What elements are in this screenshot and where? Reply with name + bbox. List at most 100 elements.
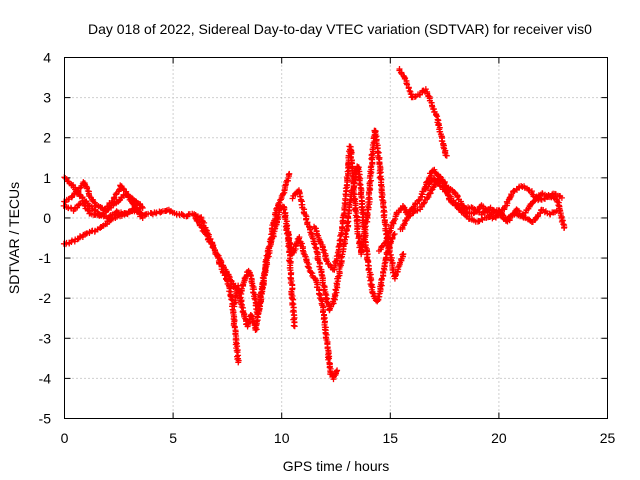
y-tick-label: -5: [39, 411, 52, 427]
data-point: [139, 204, 146, 211]
data-point: [422, 86, 429, 93]
data-point-fill: [232, 293, 239, 300]
data-point-fill: [386, 228, 393, 235]
y-tick-label: -2: [39, 290, 52, 306]
plot-frame: [64, 57, 608, 419]
series-sat-m: [396, 65, 450, 159]
data-point-fill: [314, 231, 321, 238]
data-point-fill: [77, 233, 84, 240]
y-tick-label: -3: [39, 330, 52, 346]
data-point-fill: [507, 193, 514, 200]
grid-lines: [64, 57, 608, 419]
data-point: [558, 194, 565, 201]
data-point-fill: [302, 253, 309, 260]
series-sat-a: [61, 174, 242, 366]
data-point-fill: [414, 207, 421, 214]
data-point-fill: [268, 231, 275, 238]
data-point-fill: [316, 263, 323, 270]
data-point-fill: [368, 177, 375, 184]
y-tick-label: 0: [43, 210, 51, 226]
data-point: [299, 247, 306, 254]
data-point-fill: [323, 257, 330, 264]
data-point-fill: [297, 193, 304, 200]
data-point-fill: [355, 235, 362, 242]
data-point: [391, 230, 398, 237]
data-point-fill: [405, 85, 412, 92]
data-point-fill: [237, 300, 244, 307]
data-point-fill: [494, 212, 501, 219]
data-point-fill: [218, 259, 225, 266]
data-point-fill: [325, 356, 332, 363]
data-point-fill: [406, 87, 413, 94]
series-sat-k: [397, 174, 568, 233]
data-point: [334, 367, 341, 374]
data-point-fill: [560, 221, 567, 228]
y-tick-label: 1: [43, 170, 51, 186]
data-point-fill: [228, 296, 235, 303]
data-point-fill: [296, 235, 303, 242]
data-point-fill: [280, 190, 287, 197]
data-point: [75, 188, 82, 195]
series-sat-d: [60, 190, 146, 219]
data-point-fill: [368, 151, 375, 158]
data-point: [443, 152, 450, 159]
y-tick-label: -4: [39, 370, 52, 386]
data-point-fill: [251, 295, 258, 302]
data-point-fill: [110, 201, 117, 208]
data-point-fill: [335, 273, 342, 280]
data-point: [411, 208, 418, 215]
axis-ticks: [64, 57, 608, 419]
y-tick-label: 2: [43, 130, 51, 146]
x-tick-label: 10: [274, 430, 290, 446]
x-tick-label: 0: [61, 430, 69, 446]
x-tick-label: 25: [600, 430, 616, 446]
y-tick-label: 3: [43, 90, 51, 106]
y-tick-label: -1: [39, 250, 52, 266]
data-point-fill: [138, 203, 145, 210]
data-point-fill: [415, 198, 422, 205]
data-point-fill: [209, 243, 216, 250]
chart-title: Day 018 of 2022, Sidereal Day-to-day VTE…: [88, 21, 592, 37]
data-point-fill: [411, 94, 418, 101]
data-point-fill: [358, 206, 365, 213]
y-tick-labels: -5 -4 -3 -2 -1 0 1 2 3 4: [39, 50, 52, 427]
data-point-fill: [451, 189, 458, 196]
data-point-fill: [238, 303, 245, 310]
data-point-fill: [537, 210, 544, 217]
data-point: [339, 223, 346, 230]
data-points: [60, 65, 568, 383]
data-point-fill: [68, 237, 75, 244]
data-point-fill: [490, 207, 497, 214]
data-point-fill: [273, 205, 280, 212]
data-point: [291, 323, 298, 330]
data-point-fill: [468, 204, 475, 211]
data-point-fill: [179, 211, 186, 218]
data-point: [286, 170, 293, 177]
y-tick-label: 4: [43, 50, 51, 66]
x-tick-label: 15: [383, 430, 399, 446]
data-point-fill: [275, 200, 282, 207]
data-point-fill: [202, 231, 209, 238]
data-point-fill: [225, 273, 232, 280]
data-point-fill: [399, 251, 406, 258]
data-point-fill: [316, 291, 323, 298]
data-point-fill: [281, 206, 288, 213]
data-point-fill: [342, 185, 349, 192]
x-tick-labels: 0 5 10 15 20 25: [61, 430, 616, 446]
data-point-fill: [432, 111, 439, 118]
data-point-fill: [403, 80, 410, 87]
data-point-fill: [369, 289, 376, 296]
y-axis-label: SDTVAR / TECUs: [6, 182, 22, 294]
data-point-fill: [368, 283, 375, 290]
x-axis-label: GPS time / hours: [283, 458, 390, 474]
data-point: [400, 251, 407, 258]
series-sat-g: [282, 223, 341, 383]
series-sat-l: [422, 175, 565, 225]
data-point-fill: [310, 240, 317, 247]
data-point: [235, 359, 242, 366]
data-point: [561, 224, 568, 231]
series-sat-i: [311, 127, 407, 282]
data-point-fill: [204, 232, 211, 239]
data-point: [139, 214, 146, 221]
